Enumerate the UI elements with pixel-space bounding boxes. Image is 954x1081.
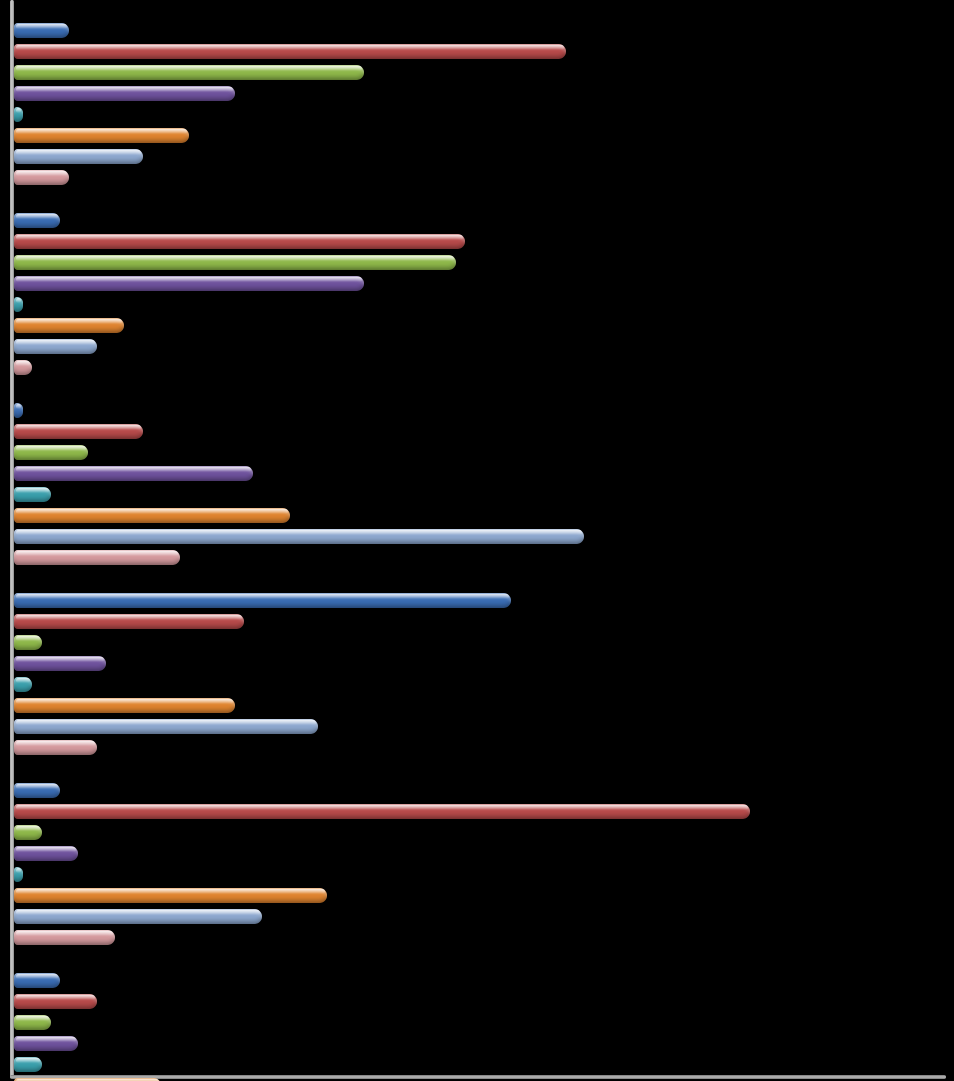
bar-group <box>14 400 934 568</box>
bar-row <box>14 526 934 547</box>
bar-row <box>14 632 934 653</box>
bar-row <box>14 20 934 41</box>
bar-row <box>14 62 934 83</box>
bar-group <box>14 780 934 948</box>
bar-row <box>14 231 934 252</box>
bar-row <box>14 336 934 357</box>
bar-row <box>14 83 934 104</box>
bar <box>14 719 318 734</box>
bar-row <box>14 716 934 737</box>
bar <box>14 804 750 819</box>
bar-row <box>14 1012 934 1033</box>
bar-row <box>14 146 934 167</box>
bar-row <box>14 843 934 864</box>
bar-row <box>14 315 934 336</box>
bar-group <box>14 20 934 188</box>
bar-row <box>14 41 934 62</box>
bar <box>14 255 456 270</box>
bar <box>14 635 42 650</box>
bar-row <box>14 357 934 378</box>
bar-row <box>14 927 934 948</box>
bar-row <box>14 737 934 758</box>
bar-row <box>14 970 934 991</box>
bar-row <box>14 484 934 505</box>
bar <box>14 318 124 333</box>
bar <box>14 930 115 945</box>
bar-row <box>14 125 934 146</box>
bar-row <box>14 906 934 927</box>
bar <box>14 23 69 38</box>
bar-row <box>14 210 934 231</box>
bar <box>14 614 244 629</box>
bar-group <box>14 590 934 758</box>
bar <box>14 44 566 59</box>
bar-row <box>14 400 934 421</box>
bar-row <box>14 801 934 822</box>
bar-row <box>14 780 934 801</box>
bar <box>14 973 60 988</box>
bar-row <box>14 252 934 273</box>
bar <box>14 1057 42 1072</box>
bar-row <box>14 822 934 843</box>
bar-row <box>14 442 934 463</box>
bar-row <box>14 590 934 611</box>
bar <box>14 297 23 312</box>
bar-row <box>14 294 934 315</box>
bar <box>14 677 32 692</box>
bar-row <box>14 104 934 125</box>
bar <box>14 65 364 80</box>
bar-row <box>14 695 934 716</box>
bar <box>14 783 60 798</box>
bar <box>14 445 88 460</box>
bar <box>14 403 23 418</box>
bar <box>14 170 69 185</box>
bar-row <box>14 653 934 674</box>
bar-row <box>14 991 934 1012</box>
bar <box>14 487 51 502</box>
bar-row <box>14 1075 934 1081</box>
bar <box>14 698 235 713</box>
bar <box>14 149 143 164</box>
bar <box>14 86 235 101</box>
bar-row <box>14 421 934 442</box>
bar-row <box>14 463 934 484</box>
bar-row <box>14 611 934 632</box>
bar-row <box>14 674 934 695</box>
bar <box>14 593 511 608</box>
bar <box>14 994 97 1009</box>
bar-row <box>14 885 934 906</box>
bar-row <box>14 167 934 188</box>
bar <box>14 508 290 523</box>
bar <box>14 1036 78 1051</box>
plot-area <box>14 20 934 1081</box>
bar <box>14 740 97 755</box>
bar <box>14 529 584 544</box>
bar-row <box>14 547 934 568</box>
bar-row <box>14 864 934 885</box>
chart <box>0 0 954 1081</box>
bar <box>14 656 106 671</box>
bar-row <box>14 505 934 526</box>
bar <box>14 825 42 840</box>
bar <box>14 909 262 924</box>
bar <box>14 360 32 375</box>
bar-row <box>14 1054 934 1075</box>
bar-group <box>14 970 934 1081</box>
bar <box>14 867 23 882</box>
bar <box>14 888 327 903</box>
bar <box>14 128 189 143</box>
bar-row <box>14 1033 934 1054</box>
bar <box>14 1015 51 1030</box>
bar <box>14 339 97 354</box>
bar <box>14 276 364 291</box>
bar-group <box>14 210 934 378</box>
bar <box>14 107 23 122</box>
bar <box>14 846 78 861</box>
bar <box>14 424 143 439</box>
bar <box>14 466 253 481</box>
bar <box>14 213 60 228</box>
bar-row <box>14 273 934 294</box>
bar <box>14 550 180 565</box>
bar <box>14 234 465 249</box>
